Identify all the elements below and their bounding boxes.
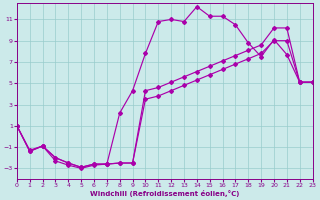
X-axis label: Windchill (Refroidissement éolien,°C): Windchill (Refroidissement éolien,°C) xyxy=(90,190,239,197)
